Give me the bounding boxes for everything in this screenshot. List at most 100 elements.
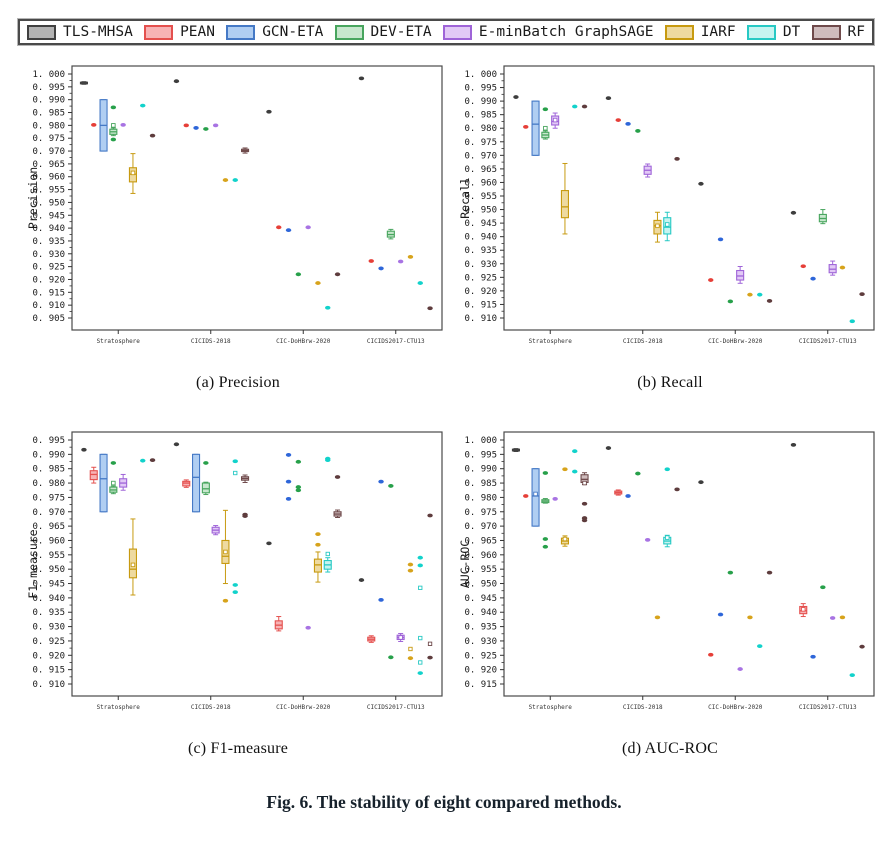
y-tick-label: 0. 940	[464, 608, 497, 618]
legend-item-dt: DT	[746, 24, 801, 40]
y-tick-label: 1. 000	[464, 436, 497, 446]
d-cicids-2018-tls-mhsa	[605, 446, 612, 450]
legend-label: DT	[782, 24, 801, 40]
x-tick-label: Stratosphere	[529, 338, 573, 345]
y-tick-label: 0. 990	[32, 450, 65, 460]
a-cicids2017-ctu13-dev-eta	[386, 228, 395, 240]
plot-frame	[503, 431, 875, 697]
y-tick-label: 0. 985	[32, 465, 65, 475]
d-cic-dohbrw-2020-dev-eta	[727, 570, 734, 575]
y-tick-label: 0. 985	[32, 109, 65, 119]
c-cic-dohbrw-2020-dt	[323, 456, 332, 573]
c-cicids-2018-e-minbatch-graphsage	[211, 525, 220, 536]
auc-roc-chart: 1. 000 0. 995 0. 990 0. 985 0. 980 0. 975 0. 9…	[458, 431, 875, 711]
x-tick-label: CICIDS2017-CTU13	[367, 704, 425, 711]
y-tick-label: 0. 920	[32, 651, 65, 661]
y-tick-label: 0. 960	[464, 551, 497, 561]
a-cicids-2018-pean	[183, 123, 189, 128]
y-tick-label: 0. 960	[32, 173, 65, 183]
x-tick-label: CICIDS2017-CTU13	[367, 338, 425, 345]
y-tick-label: 0. 905	[32, 314, 65, 324]
b-cicids2017-ctu13-dt	[849, 319, 855, 324]
y-tick-label: 0. 955	[464, 565, 497, 575]
y-tick-label: 0. 950	[32, 198, 65, 208]
b-cicids2017-ctu13-tls-mhsa	[790, 210, 797, 215]
legend-item-pean: PEAN	[144, 24, 215, 40]
a-stratosphere-pean	[91, 122, 97, 127]
b-cicids2017-ctu13-gcn-eta	[810, 276, 816, 281]
d-cicids2017-ctu13-gcn-eta	[810, 654, 816, 659]
figure-caption: Fig. 6. The stability of eight compared …	[266, 792, 622, 812]
x-tick-label: Stratosphere	[529, 704, 573, 711]
b-cicids-2018-e-minbatch-graphsage	[643, 163, 652, 178]
c-cic-dohbrw-2020-gcn-eta	[285, 453, 292, 501]
x-tick-label: CICIDS2017-CTU13	[799, 338, 857, 345]
d-stratosphere-gcn-eta	[531, 468, 540, 527]
a-cicids-2018-rf	[241, 147, 250, 154]
y-tick-label: 0. 910	[32, 301, 65, 311]
x-tick-label: CIC-DoHBrw-2020	[708, 338, 763, 345]
subplot-precision: 1. 000 0. 995 0. 990 0. 985 0. 980 0. 975 0. 9…	[26, 58, 450, 392]
y-tick-label: 0. 975	[464, 508, 497, 518]
b-stratosphere-pean	[523, 124, 529, 129]
y-tick-label: 0. 980	[464, 493, 497, 503]
d-cic-dohbrw-2020-tls-mhsa	[698, 480, 704, 485]
y-tick-label: 0. 925	[32, 637, 65, 647]
y-tick-label: 0. 950	[464, 206, 497, 216]
a-cicids-2018-dt	[232, 178, 238, 182]
y-tick-label: 1. 000	[464, 70, 497, 80]
c-cicids2017-ctu13-dt	[417, 555, 423, 675]
b-stratosphere-gcn-eta	[531, 100, 540, 156]
legend-label: GCN-ETA	[262, 24, 324, 40]
c-cic-dohbrw-2020-rf	[333, 475, 342, 519]
y-tick-label: 0. 960	[32, 536, 65, 546]
d-cicids2017-ctu13-e-minbatch-graphsage	[829, 616, 836, 620]
d-stratosphere-dev-eta	[541, 471, 550, 549]
legend-swatch-pean	[144, 24, 174, 40]
d-cicids2017-ctu13-tls-mhsa	[790, 442, 797, 447]
d-stratosphere-iarf	[560, 467, 569, 547]
y-tick-label: 0. 940	[32, 224, 65, 234]
b-cicids-2018-dev-eta	[635, 129, 641, 133]
d-cicids-2018-iarf	[654, 615, 661, 620]
b-cicids-2018-gcn-eta	[625, 121, 631, 126]
legend-swatch-dt	[746, 24, 776, 40]
y-tick-label: 0. 945	[464, 219, 497, 229]
b-cicids2017-ctu13-iarf	[839, 265, 846, 270]
b-stratosphere-rf	[581, 104, 588, 109]
subplot-auc-roc: 1. 000 0. 995 0. 990 0. 985 0. 980 0. 975 0. 9…	[458, 424, 882, 758]
d-cicids-2018-dt	[663, 467, 672, 548]
d-cic-dohbrw-2020-dt	[757, 644, 763, 649]
c-cicids2017-ctu13-gcn-eta	[378, 479, 384, 602]
y-tick-label: 0. 985	[464, 479, 497, 489]
b-cicids-2018-iarf	[653, 211, 662, 243]
a-cicids2017-ctu13-e-minbatch-graphsage	[397, 259, 404, 264]
a-stratosphere-tls-mhsa	[79, 81, 89, 85]
b-cicids-2018-dt	[663, 211, 672, 242]
a-cic-dohbrw-2020-gcn-eta	[285, 228, 292, 233]
y-tick-label: 0. 940	[464, 233, 497, 243]
y-tick-label: 0. 955	[32, 551, 65, 561]
f1-measure-chart: 0. 995 0. 990 0. 985 0. 980 0. 975 0. 970 0. 9…	[26, 431, 443, 711]
b-cic-dohbrw-2020-dev-eta	[727, 299, 734, 304]
y-tick-label: 0. 915	[464, 300, 497, 310]
d-cicids2017-ctu13-rf	[859, 644, 865, 649]
b-cicids2017-ctu13-e-minbatch-graphsage	[828, 260, 837, 276]
b-cic-dohbrw-2020-pean	[708, 278, 714, 282]
precision-chart: 1. 000 0. 995 0. 990 0. 985 0. 980 0. 975 0. 9…	[26, 65, 443, 345]
recall-chart: 1. 000 0. 995 0. 990 0. 985 0. 980 0. 975 0. 9…	[458, 65, 875, 345]
y-tick-label: 0. 930	[32, 623, 65, 633]
a-cicids2017-ctu13-tls-mhsa	[358, 76, 365, 81]
d-cicids-2018-rf	[674, 487, 680, 492]
d-cicids-2018-pean	[614, 489, 623, 496]
y-tick-label: 0. 980	[464, 124, 497, 134]
y-tick-label: 1. 000	[32, 70, 65, 80]
x-tick-label: Stratosphere	[97, 704, 141, 711]
subplot-caption-b: (b) Recall	[637, 374, 703, 391]
a-cicids-2018-dev-eta	[203, 127, 209, 131]
y-tick-label: 0. 995	[464, 450, 497, 460]
b-stratosphere-dt	[572, 104, 578, 109]
a-cicids2017-ctu13-pean	[368, 259, 374, 263]
y-tick-label: 0. 920	[32, 275, 65, 285]
